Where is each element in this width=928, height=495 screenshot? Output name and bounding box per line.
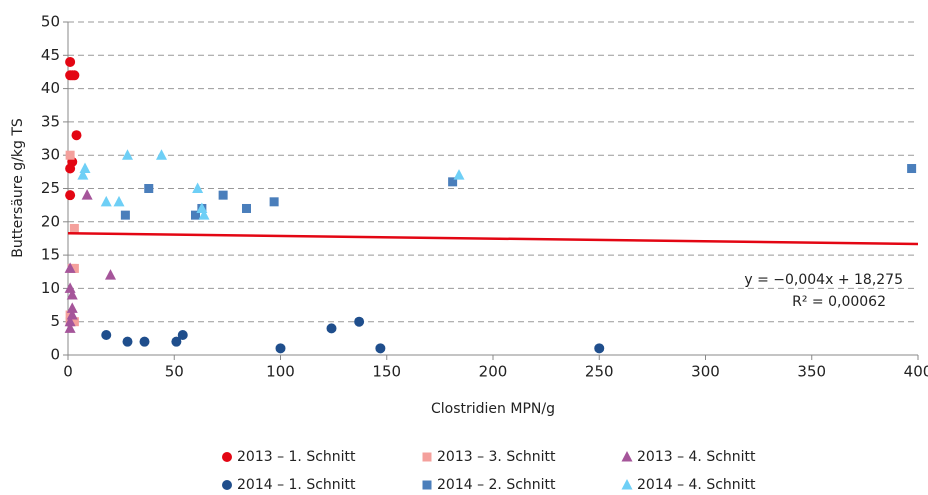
y-tick-label: 0 [50, 346, 60, 364]
data-point [100, 195, 112, 207]
x-tick-label: 350 [797, 363, 826, 381]
x-tick-label: 50 [165, 363, 184, 381]
data-point [122, 336, 133, 347]
y-tick-label: 25 [41, 179, 60, 197]
data-point [81, 189, 93, 200]
data-point [64, 262, 76, 273]
legend-label: 2014 – 1. Schnitt [237, 477, 356, 493]
trend-r-squared: R² = 0,00062 [792, 294, 886, 310]
y-tick-label: 40 [41, 79, 60, 97]
data-point [177, 330, 188, 341]
x-tick-label: 250 [585, 363, 614, 381]
legend-marker [222, 480, 232, 490]
legend-label: 2014 – 2. Schnitt [437, 477, 556, 493]
legend-marker [621, 451, 633, 462]
y-tick-label: 50 [41, 13, 60, 31]
data-point [218, 190, 228, 200]
data-point [69, 223, 79, 233]
data-point [65, 150, 75, 160]
y-tick-label: 20 [41, 212, 60, 230]
y-tick-label: 10 [41, 279, 60, 297]
y-tick-label: 35 [41, 112, 60, 130]
data-point [79, 162, 91, 174]
legend-marker [422, 452, 432, 462]
data-point [101, 330, 112, 341]
data-point [69, 70, 80, 81]
data-point [192, 182, 204, 193]
data-point [64, 315, 76, 327]
legend-label: 2013 – 1. Schnitt [237, 449, 356, 465]
data-point [65, 56, 76, 67]
data-point [77, 169, 89, 180]
data-point [269, 197, 279, 207]
data-point [113, 195, 125, 207]
legend-marker [222, 452, 232, 462]
data-point [66, 289, 78, 300]
data-point [191, 210, 200, 220]
data-point [71, 130, 82, 141]
data-point [139, 336, 150, 347]
y-axis-title: Buttersäure g/kg TS [10, 118, 26, 258]
data-point [594, 343, 605, 354]
data-point [242, 203, 251, 213]
data-point [354, 316, 365, 327]
y-tick-label: 5 [50, 312, 60, 330]
data-point [196, 202, 208, 213]
x-tick-label: 200 [479, 363, 508, 381]
data-point [326, 323, 337, 334]
data-point [453, 169, 465, 180]
data-point [156, 149, 167, 160]
trend-line [67, 232, 919, 246]
x-tick-label: 150 [372, 363, 401, 381]
data-point [375, 343, 386, 354]
x-tick-label: 300 [691, 363, 720, 381]
data-point [64, 322, 76, 333]
legend-marker [422, 480, 432, 490]
data-point [122, 149, 133, 160]
data-point [171, 336, 182, 347]
data-point [65, 163, 76, 174]
y-tick-label: 45 [41, 46, 60, 64]
x-tick-label: 400 [904, 363, 928, 381]
data-point [69, 263, 79, 273]
data-point [448, 177, 458, 187]
x-tick-label: 0 [63, 363, 73, 381]
data-point [144, 184, 154, 193]
data-point [198, 209, 210, 220]
x-tick-label: 100 [266, 363, 295, 381]
y-tick-label: 30 [41, 146, 60, 164]
data-point [120, 210, 130, 220]
legend-label: 2014 – 4. Schnitt [637, 477, 756, 493]
data-point [64, 282, 76, 293]
trend-equation: y = −0,004x + 18,275 [744, 272, 903, 288]
legend-label: 2013 – 4. Schnitt [637, 449, 756, 465]
legend-marker [621, 479, 633, 490]
y-tick-label: 15 [41, 246, 60, 264]
data-point [69, 317, 79, 327]
data-point [66, 302, 78, 313]
legend-label: 2013 – 3. Schnitt [437, 449, 556, 465]
data-point [275, 343, 286, 354]
data-point [65, 190, 76, 201]
data-point [907, 164, 917, 174]
x-axis-title: Clostridien MPN/g [431, 401, 555, 417]
data-point [66, 309, 78, 320]
data-point [105, 269, 116, 280]
